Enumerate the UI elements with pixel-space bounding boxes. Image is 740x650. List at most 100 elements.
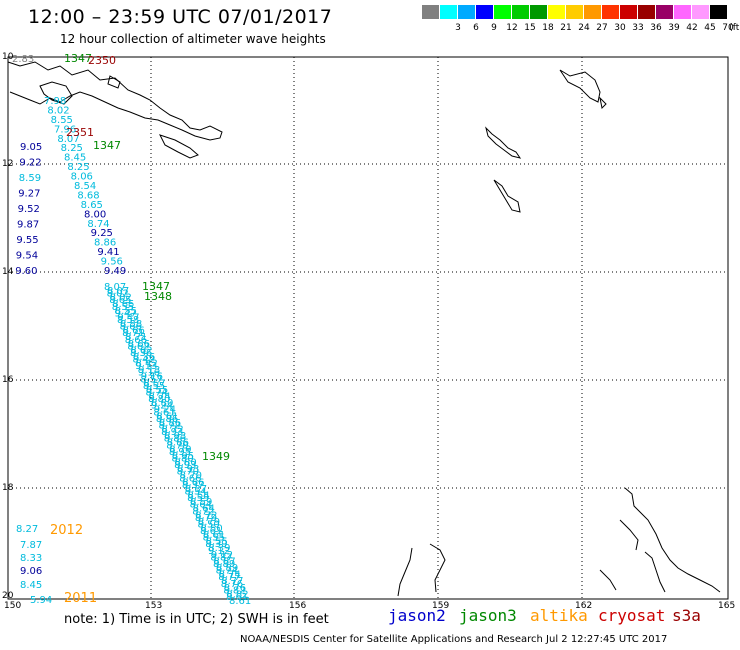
swh-label: 8.72 (162, 425, 184, 436)
legend-label: 21 (560, 23, 572, 33)
swh-label: 8.82 (226, 589, 248, 600)
swh-label: 9.49 (104, 266, 126, 277)
x-tick-label: 150 (4, 601, 22, 611)
swh-label: 8.66 (125, 335, 147, 346)
swh-label: 9.12 (208, 546, 230, 557)
time-label: 2012 (50, 523, 83, 538)
swh-label: 8.93 (164, 431, 186, 442)
swh-label: 7.87 (20, 540, 42, 551)
swh-label: 8.50 (200, 523, 222, 534)
swh-label: 8.76 (224, 583, 246, 594)
legend-swatch (602, 5, 619, 19)
time-label: 1347 (93, 139, 121, 152)
swh-label: 8.65 (112, 299, 134, 310)
swh-label: 8.71 (125, 332, 147, 343)
swh-label: 8.72 (192, 506, 214, 517)
plot-frame (7, 56, 729, 600)
page-title: 12:00 – 23:59 UTC 07/01/2017 (28, 6, 333, 28)
swh-label: 9.22 (19, 158, 41, 169)
swh-label: 8.77 (221, 576, 243, 587)
swh-label: 8.58 (120, 319, 142, 330)
swh-label: 8.80 (174, 457, 196, 468)
legend-label: 12 (506, 23, 518, 33)
swh-label: 8.61 (156, 411, 178, 422)
legend-label: 45 (704, 23, 716, 33)
swh-label: 8.42 (133, 355, 155, 366)
swh-label: 8.68 (77, 190, 99, 201)
swh-label: 9.13 (138, 365, 160, 376)
swh-label: 7.98 (44, 96, 66, 107)
grid-lines (8, 57, 728, 599)
time-label: 1347 (64, 52, 92, 65)
swh-label: 8.33 (20, 553, 42, 564)
swh-label: 2.83 (12, 54, 34, 65)
swh-label: 8.57 (143, 378, 165, 389)
swh-label: 8.74 (216, 566, 238, 577)
legend-swatch (674, 5, 691, 19)
time-label: 2350 (88, 54, 116, 67)
swh-label: 8.50 (197, 519, 219, 530)
legend-label: 3 (455, 23, 461, 33)
coastlines (7, 61, 721, 597)
swh-label: 7.96 (54, 124, 76, 135)
legend-swatch (710, 5, 727, 19)
swh-label: 8.06 (71, 172, 93, 183)
swh-label: 8.59 (190, 497, 212, 508)
swh-label: 8.00 (84, 209, 106, 220)
swh-label: 8.61 (153, 407, 175, 418)
legend-label: 39 (668, 23, 680, 33)
swh-label: 8.37 (182, 480, 204, 491)
swh-label: 8.89 (213, 559, 235, 570)
legend-label: 24 (578, 23, 590, 33)
swh-label: 9.25 (91, 228, 113, 239)
swh-label: 9.87 (17, 220, 39, 231)
swh-label: 9.56 (101, 257, 123, 268)
swh-label: 8.02 (107, 289, 129, 300)
swh-label: 9.13 (135, 361, 157, 372)
legend-swatch (494, 5, 511, 19)
swh-label: 8.80 (148, 394, 170, 405)
swh-label: 8.61 (203, 530, 225, 541)
legend-swatch (584, 5, 601, 19)
swh-label: 9.24 (151, 401, 173, 412)
swh-label: 8.02 (47, 105, 69, 116)
swh-label: 8.77 (218, 572, 240, 583)
swh-label: 8.25 (61, 143, 83, 154)
legend-label: 18 (542, 23, 554, 33)
swh-label: 8.72 (159, 421, 181, 432)
legend-swatch (692, 5, 709, 19)
time-label: 2351 (66, 126, 94, 139)
time-label: 2011 (64, 591, 97, 606)
legend-swatch (620, 5, 637, 19)
swh-label: 8.37 (185, 484, 207, 495)
swh-label: 8.27 (16, 524, 38, 535)
time-label: 1347 (142, 280, 170, 293)
legend-label: 15 (524, 23, 536, 33)
swh-label: 8.55 (203, 533, 225, 544)
swh-label: 8.64 (193, 504, 215, 515)
time-label: 1349 (202, 450, 230, 463)
legend-swatch (548, 5, 565, 19)
swh-label: 8.58 (117, 315, 139, 326)
legend-label: 9 (491, 23, 497, 33)
swh-label: 8.79 (166, 440, 188, 451)
swh-label: 8.79 (195, 513, 217, 524)
swh-label: 8.07 (104, 282, 126, 293)
mission-jason2: jason2 (388, 606, 446, 625)
swh-label: 8.89 (216, 563, 238, 574)
y-tick-label: 12 (2, 159, 14, 169)
swh-label: 9.47 (117, 312, 139, 323)
y-tick-label: 10 (2, 52, 14, 62)
swh-label: 8.45 (20, 580, 42, 591)
swh-label: 8.59 (187, 493, 209, 504)
swh-label: 8.66 (123, 326, 145, 337)
note-text: note: 1) Time is in UTC; 2) SWH is in fe… (64, 612, 329, 627)
swh-label: 8.55 (115, 306, 137, 317)
swh-label: 9.05 (20, 142, 42, 153)
x-tick-label: 153 (145, 601, 163, 611)
swh-label: 8.74 (87, 219, 109, 230)
legend-swatch (458, 5, 475, 19)
swh-label: 8.07 (107, 286, 129, 297)
swh-label: 8.76 (221, 579, 243, 590)
